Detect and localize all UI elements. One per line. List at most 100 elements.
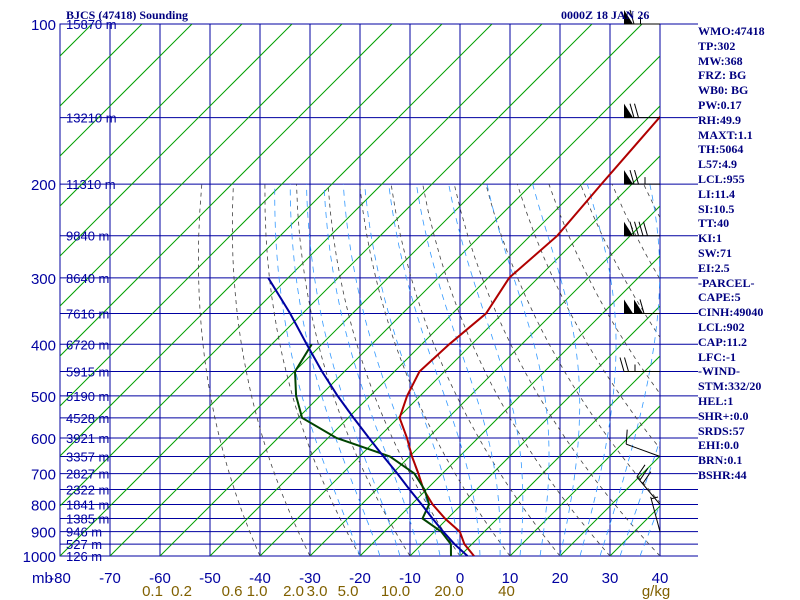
temperature-tick-label: -50 bbox=[199, 570, 221, 587]
wind-barb bbox=[650, 496, 661, 532]
pressure-tick-label: 400 bbox=[31, 337, 56, 354]
isotherm-line bbox=[359, 255, 660, 556]
temperature-tick-label: -30 bbox=[299, 570, 321, 587]
station-stat-item: WB0: BG bbox=[698, 83, 749, 98]
wind-barb-staff bbox=[626, 443, 661, 457]
dry-adiabat-line bbox=[264, 184, 361, 556]
wind-barb-flag bbox=[642, 471, 652, 485]
isotherm-line bbox=[159, 55, 660, 556]
wind-barb-pennant bbox=[624, 221, 633, 236]
profile-lines bbox=[267, 115, 660, 556]
mixing-ratio-label: 10.0 bbox=[381, 583, 410, 600]
dry-adiabat-line bbox=[548, 183, 660, 395]
wind-barb-staff bbox=[650, 496, 661, 532]
wind-barb bbox=[636, 464, 661, 505]
moist-adiabat-line bbox=[289, 184, 381, 556]
wind-barb bbox=[624, 221, 660, 237]
moist-adiabats bbox=[274, 183, 660, 556]
temperature-tick-label: -70 bbox=[99, 570, 121, 587]
wind-barb-flag bbox=[639, 299, 645, 314]
temperature-tick-label: 20 bbox=[552, 570, 569, 587]
station-stat-item: LCL:902 bbox=[698, 319, 745, 334]
wind-barb-half-flag bbox=[651, 496, 659, 500]
temperature-tick-label: -10 bbox=[399, 570, 421, 587]
chart-title: BJCS (47418) Sounding bbox=[66, 8, 189, 22]
height-label: 9840 m bbox=[66, 229, 109, 244]
height-label: 6720 m bbox=[66, 337, 109, 352]
moist-adiabat-line bbox=[532, 183, 581, 556]
wind-barb-flag bbox=[639, 467, 649, 481]
wind-barb-flag bbox=[638, 221, 644, 236]
height-label: 4528 m bbox=[66, 411, 109, 426]
pressure-tick-label: 900 bbox=[31, 525, 56, 542]
wind-barb-flag bbox=[634, 103, 639, 118]
station-stat-item: L57:4.9 bbox=[698, 157, 737, 172]
wind-barb-flag bbox=[643, 221, 648, 236]
station-stat-item: KI:1 bbox=[698, 231, 722, 246]
station-stat-item: LFC:-1 bbox=[698, 349, 736, 364]
wind-barb-flag bbox=[629, 170, 635, 185]
height-label: 5915 m bbox=[66, 365, 109, 380]
station-stat-item: SW:71 bbox=[698, 245, 733, 260]
station-stat-item: TP:302 bbox=[698, 38, 736, 53]
mixing-ratio-label: 40 bbox=[498, 583, 515, 600]
isotherm-line bbox=[60, 24, 393, 357]
wind-barb-flag bbox=[634, 221, 639, 236]
station-stat-item: SRDS:57 bbox=[698, 423, 745, 438]
station-stat-item: EI:2.5 bbox=[698, 260, 730, 275]
wind-barb-pennant bbox=[624, 299, 633, 314]
moist-adiabat-line bbox=[599, 184, 660, 556]
station-stat-item: LCL:955 bbox=[698, 171, 745, 186]
mixing-ratio-unit-label: g/kg bbox=[642, 583, 670, 600]
isotherm-line bbox=[259, 155, 660, 556]
profile-line-1 bbox=[398, 115, 660, 556]
wind-barb bbox=[624, 170, 660, 185]
moist-adiabat-line bbox=[388, 184, 481, 556]
moist-adiabat-line bbox=[486, 184, 550, 556]
wind-barb-flag bbox=[624, 357, 629, 372]
mixing-ratio-label: 0.1 bbox=[142, 583, 163, 600]
height-label: 1385 m bbox=[66, 511, 109, 526]
mixing-ratio-label: 1.0 bbox=[247, 583, 268, 600]
station-stat-item: CAP:11.2 bbox=[698, 334, 747, 349]
isotherm-line bbox=[309, 205, 660, 556]
temperature-tick-label: 40 bbox=[652, 570, 669, 587]
wind-barb-staff bbox=[636, 476, 661, 505]
height-label: 126 m bbox=[66, 549, 102, 564]
wind-barb-flag bbox=[634, 170, 639, 185]
height-labels: 15870 m 13210 m 11310 m 9840 m 8640 m 7616 m 6… bbox=[66, 17, 117, 564]
profile-line-3 bbox=[267, 277, 469, 556]
dry-adiabat-line bbox=[580, 183, 660, 339]
moist-adiabat-line bbox=[274, 184, 361, 556]
pressure-tick-label: 1000 bbox=[23, 549, 56, 566]
station-stat-item: TH:5064 bbox=[698, 142, 744, 157]
pressure-tick-label: 300 bbox=[31, 271, 56, 288]
height-label: 5190 m bbox=[66, 389, 109, 404]
station-stat-item: WMO:47418 bbox=[698, 24, 765, 38]
dry-adiabat-line bbox=[516, 183, 660, 450]
isotherm-line bbox=[209, 105, 660, 556]
wind-barb bbox=[624, 9, 660, 25]
wind-barb-flag bbox=[625, 429, 628, 445]
wind-barb-flag bbox=[636, 464, 646, 478]
isotherm-line bbox=[559, 455, 660, 556]
wind-barb-pennant bbox=[624, 10, 633, 24]
station-stat-item: LI:11.4 bbox=[698, 186, 736, 201]
dry-adiabats bbox=[197, 183, 660, 556]
pressure-tick-label: 100 bbox=[31, 17, 56, 34]
station-stat-item: FRZ: BG bbox=[698, 68, 747, 83]
height-label: 2322 m bbox=[66, 483, 109, 498]
height-label: 1841 m bbox=[66, 497, 109, 512]
isotherm-line bbox=[60, 24, 493, 457]
mixing-ratio-label: 0.2 bbox=[171, 583, 192, 600]
station-stat-item: PW:0.17 bbox=[698, 97, 742, 112]
dry-adiabat-line bbox=[485, 183, 660, 504]
wind-barb bbox=[625, 429, 661, 457]
temperature-tick-label: -60 bbox=[149, 570, 171, 587]
wind-barb-flag bbox=[629, 9, 635, 25]
dry-adiabat-line bbox=[232, 184, 311, 556]
height-label: 13210 m bbox=[66, 111, 117, 126]
wind-barb-flag bbox=[629, 221, 635, 236]
